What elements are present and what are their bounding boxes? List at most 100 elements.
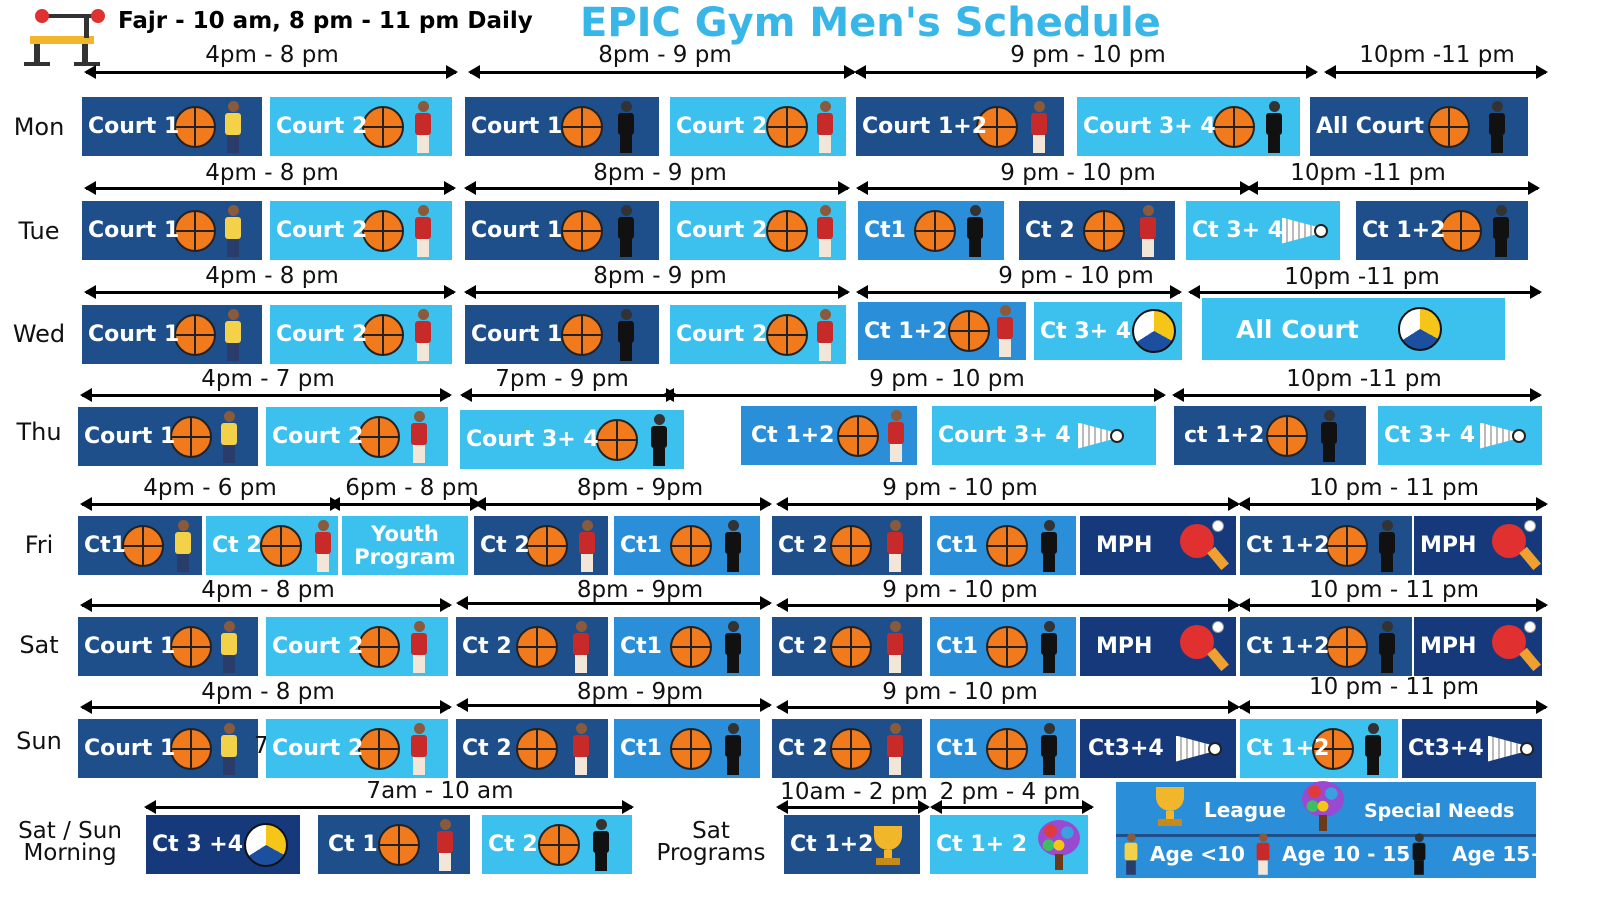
court-block[interactable]: Ct1: [614, 719, 760, 778]
court-block[interactable]: Court 2: [670, 305, 846, 364]
court-block[interactable]: Ct 3+ 4: [1378, 406, 1542, 465]
court-block[interactable]: Court 2: [270, 97, 452, 156]
basketball-icon: [670, 625, 712, 668]
court-block[interactable]: Ct 3+ 4: [1186, 201, 1340, 260]
court-block[interactable]: Ct 1+ 2: [930, 815, 1088, 874]
court-block[interactable]: Court 1: [465, 305, 659, 364]
court-block[interactable]: All Court: [1202, 298, 1505, 360]
player-icon: [1254, 833, 1272, 875]
court-block[interactable]: Court 1: [82, 305, 262, 364]
player-icon: [218, 722, 240, 775]
court-block[interactable]: Court 1: [82, 97, 262, 156]
court-block[interactable]: Ct1: [614, 617, 760, 676]
legend-age-15-plus-text: Age 15+: [1452, 842, 1547, 866]
court-block[interactable]: Court 1: [78, 617, 258, 676]
mph-block[interactable]: MPH: [1414, 516, 1542, 575]
court-block[interactable]: Ct3+4: [1402, 719, 1542, 778]
court-block[interactable]: Court 2: [266, 719, 448, 778]
day-label-thu: Thu: [16, 418, 62, 446]
player-icon: [1486, 100, 1508, 153]
court-label: MPH: [1420, 533, 1477, 558]
time-label: 9 pm - 10 pm: [998, 263, 1154, 289]
court-block[interactable]: Ct 1+2: [741, 406, 917, 465]
court-block[interactable]: Ct3+4: [1080, 719, 1236, 778]
court-label: Court 1: [88, 322, 180, 347]
court-label: Ct1: [864, 218, 906, 243]
court-block[interactable]: Ct 1+2: [1240, 719, 1398, 778]
court-block[interactable]: All Court: [1310, 97, 1528, 156]
court-block[interactable]: Court 1: [465, 97, 659, 156]
court-block[interactable]: Court 1: [78, 719, 258, 778]
mph-block[interactable]: MPH: [1414, 617, 1542, 676]
court-block[interactable]: Court 3+ 4: [1077, 97, 1300, 156]
court-block[interactable]: Court 3+ 4: [932, 406, 1156, 465]
mph-block[interactable]: MPH: [1080, 516, 1236, 575]
court-block[interactable]: Ct 2: [482, 815, 632, 874]
player-icon: [590, 818, 612, 871]
court-block[interactable]: Ct1: [78, 516, 202, 575]
time-span-arrow: [856, 181, 1252, 195]
court-block[interactable]: Ct 1+2: [1240, 617, 1412, 676]
court-label: Ct 2: [462, 736, 512, 761]
legend-league-text: League: [1204, 798, 1286, 822]
court-block[interactable]: Ct 1+2: [1240, 516, 1412, 575]
court-block[interactable]: Ct 2: [1019, 201, 1175, 260]
court-block[interactable]: Court 2: [266, 617, 448, 676]
court-block[interactable]: Ct1: [930, 719, 1076, 778]
court-block[interactable]: Court 2: [270, 201, 452, 260]
court-block[interactable]: Ct 2: [206, 516, 338, 575]
player-icon: [312, 519, 334, 572]
court-block[interactable]: Court 2: [270, 305, 452, 364]
court-block[interactable]: Ct 3 +4: [146, 815, 300, 874]
court-block[interactable]: Ct 2: [456, 719, 608, 778]
mph-block[interactable]: MPH: [1080, 617, 1236, 676]
court-block[interactable]: Court 1: [82, 201, 262, 260]
court-label: Court 2: [276, 218, 368, 243]
court-block[interactable]: Ct 1+2: [1356, 201, 1528, 260]
youth-program-block[interactable]: Youth Program: [342, 516, 468, 575]
court-label: Ct3+4: [1088, 736, 1164, 761]
court-block[interactable]: Ct 2: [456, 617, 608, 676]
court-block[interactable]: Ct 2: [772, 719, 922, 778]
player-icon: [408, 410, 430, 463]
court-block[interactable]: Court 1: [78, 407, 258, 466]
time-span-arrow: [930, 800, 1094, 814]
player-icon: [615, 100, 637, 153]
court-block[interactable]: Ct 1+2: [858, 302, 1026, 360]
court-block[interactable]: Court 2: [670, 97, 846, 156]
basketball-icon: [1213, 105, 1255, 148]
court-block[interactable]: Ct1: [930, 617, 1076, 676]
time-label: 8pm - 9pm: [576, 577, 704, 603]
court-block[interactable]: Ct 2: [772, 516, 922, 575]
basketball-icon: [358, 625, 400, 668]
court-block[interactable]: Court 3+ 4: [460, 410, 684, 469]
court-block[interactable]: Ct 2: [772, 617, 922, 676]
court-label: Ct1: [620, 533, 662, 558]
basketball-icon: [830, 524, 872, 567]
shuttlecock-icon: [1282, 216, 1328, 246]
court-label: Court 1: [84, 634, 176, 659]
shuttlecock-icon: [1488, 734, 1534, 764]
volleyball-icon: [1398, 307, 1442, 351]
court-block[interactable]: Ct 2: [474, 516, 608, 575]
player-icon: [615, 308, 637, 361]
player-icon: [1028, 100, 1050, 153]
court-label: Court 1: [471, 322, 563, 347]
basketball-icon: [837, 414, 879, 457]
court-label: Ct 1+ 2: [936, 832, 1028, 857]
page-title: EPIC Gym Men's Schedule: [580, 0, 1161, 46]
court-block[interactable]: Ct1: [858, 201, 1004, 260]
court-block[interactable]: Court 1: [465, 201, 659, 260]
court-block[interactable]: Ct1: [930, 516, 1076, 575]
court-block[interactable]: Ct 1+2: [784, 815, 920, 874]
court-block[interactable]: Court 2: [670, 201, 846, 260]
court-block[interactable]: Court 1+2: [856, 97, 1064, 156]
court-block[interactable]: Ct1: [614, 516, 760, 575]
court-block[interactable]: ct 1+2: [1174, 406, 1366, 465]
court-block[interactable]: Court 2: [266, 407, 448, 466]
court-label: Ct1: [936, 533, 978, 558]
court-block[interactable]: Ct 3+ 4: [1034, 302, 1182, 360]
court-block[interactable]: Ct 1: [318, 815, 470, 874]
time-label: 9 pm - 10 pm: [882, 679, 1038, 705]
time-label: 9 pm - 10 pm: [1000, 160, 1156, 186]
